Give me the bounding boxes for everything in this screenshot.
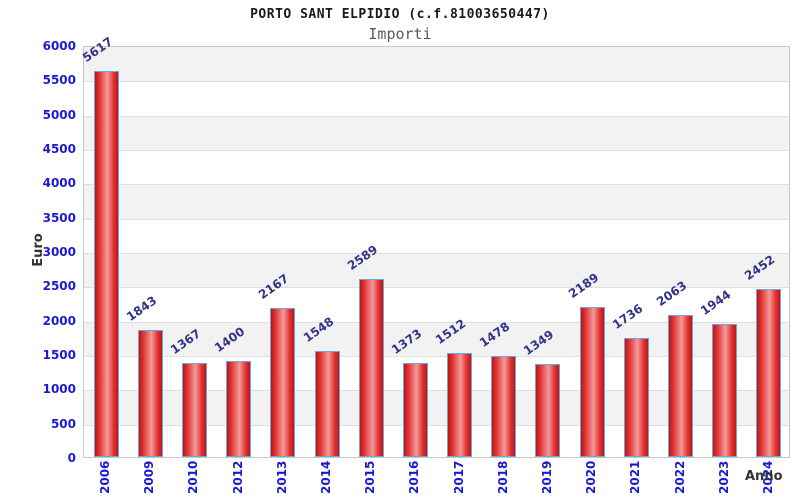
x-tick-label: 2006	[98, 460, 113, 494]
gridline	[84, 356, 789, 357]
plot-band	[84, 115, 789, 150]
bar-2017	[447, 353, 473, 457]
y-tick-label: 4000	[42, 176, 76, 191]
y-tick-label: 1500	[42, 348, 76, 362]
x-tick-label: 2022	[672, 460, 687, 494]
plot-band	[84, 150, 789, 184]
bar-2016	[402, 362, 428, 457]
x-tick-label: 2013	[274, 460, 289, 494]
gridline	[84, 287, 789, 289]
bar-2006	[93, 71, 119, 457]
bar-2010	[181, 363, 207, 457]
x-tick-label: 2020	[584, 460, 599, 494]
y-tick-label: 2000	[42, 313, 76, 328]
plot-band	[84, 47, 789, 82]
plot-band	[84, 81, 789, 115]
chart-subtitle: Importi	[368, 25, 432, 43]
plot-band	[84, 184, 789, 219]
x-tick-label: 2019	[539, 460, 554, 494]
bar-2023	[712, 323, 738, 457]
gridline	[84, 424, 789, 426]
plot-band	[84, 253, 789, 288]
x-tick-label: 2021	[628, 460, 643, 494]
gridline	[84, 321, 789, 323]
x-tick-label: 2009	[142, 460, 157, 494]
y-tick-label: 500	[50, 416, 76, 431]
y-tick-label: 6000	[42, 39, 76, 53]
chart-title: PORTO SANT ELPIDIO (c.f.81003650447)	[250, 7, 550, 22]
x-tick-label: 2010	[186, 460, 201, 494]
bar-2024	[756, 288, 782, 457]
gridline	[84, 218, 789, 220]
y-tick-label: 5000	[42, 107, 76, 122]
x-tick-label: 2015	[363, 460, 378, 494]
bar-2018	[491, 355, 517, 457]
bar-2009	[137, 330, 163, 457]
bar-2020	[579, 306, 605, 457]
bar-2015	[358, 279, 384, 457]
y-tick-label: 0	[67, 451, 76, 465]
x-tick-label: 2023	[716, 460, 731, 494]
y-tick-label: 3000	[42, 245, 76, 259]
gridline	[84, 184, 789, 186]
bar-2021	[623, 337, 649, 457]
gridline	[84, 150, 789, 151]
bar-2012	[226, 360, 252, 457]
y-tick-label: 5500	[42, 73, 76, 88]
x-tick-label: 2012	[230, 460, 245, 494]
gridline	[84, 390, 789, 392]
x-tick-label: 2014	[319, 460, 334, 494]
y-tick-label: 2500	[42, 279, 76, 294]
x-axis-label: Anno	[745, 469, 783, 484]
bar-2019	[535, 364, 561, 457]
y-tick-label: 4500	[42, 142, 76, 156]
bar-2013	[270, 308, 296, 457]
x-tick-label: 2016	[407, 460, 422, 494]
gridline	[84, 115, 789, 117]
plot-band	[84, 219, 789, 253]
x-tick-label: 2017	[451, 460, 466, 494]
y-tick-label: 3500	[42, 210, 76, 225]
plot-area: 5617 1843 1367 1400 2167 1548 2589 1373 1512 1478…	[80, 35, 790, 458]
bar-2022	[668, 315, 694, 457]
y-tick-label: 1000	[42, 382, 76, 397]
gridline	[84, 81, 789, 83]
x-tick-label: 2018	[495, 460, 510, 494]
bar-2014	[314, 350, 340, 457]
gridline	[84, 253, 789, 254]
